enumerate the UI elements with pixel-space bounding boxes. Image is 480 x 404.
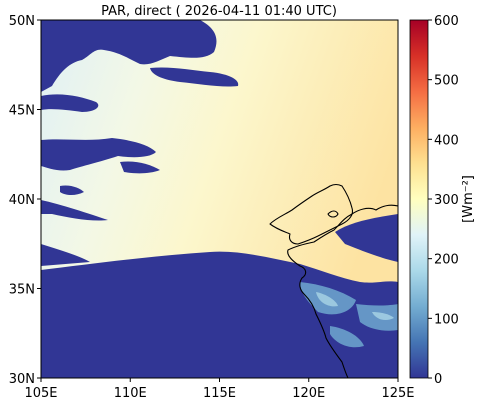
colorbar-ticks: 0 100 200 300 400 500 600 (428, 14, 459, 387)
x-tick-label: 125E (381, 386, 414, 401)
colorbar-tick-label: 0 (434, 372, 442, 387)
y-tick-label: 45N (9, 104, 35, 119)
colorbar-label: [Wm⁻²] (461, 175, 476, 223)
x-tick-label: 105E (24, 386, 57, 401)
colorbar-tick-label: 600 (434, 14, 459, 29)
colorbar-tick-label: 500 (434, 74, 459, 89)
colorbar-tick-label: 100 (434, 312, 459, 327)
map-panel (41, 20, 398, 378)
coastline (269, 183, 398, 378)
colorbar: 0 100 200 300 400 500 600 [Wm⁻²] (409, 14, 476, 387)
x-tick-label: 110E (114, 386, 147, 401)
y-tick-label: 35N (9, 283, 35, 298)
y-tick-label: 50N (9, 14, 35, 29)
y-tick-label: 40N (9, 193, 35, 208)
y-tick-label: 30N (9, 372, 35, 387)
cloud-gaps-light (316, 292, 394, 320)
map-title: PAR, direct ( 2026-04-11 01:40 UTC) (101, 4, 337, 19)
x-tick-label: 115E (203, 386, 236, 401)
colorbar-gradient (409, 19, 429, 379)
x-axis: 105E 110E 115E 120E 125E (24, 378, 415, 401)
y-axis: 30N 35N 40N 45N 50N (9, 14, 41, 387)
x-tick-label: 120E (292, 386, 325, 401)
colorbar-tick-label: 200 (434, 253, 459, 268)
colorbar-tick-label: 300 (434, 193, 459, 208)
colorbar-tick-label: 400 (434, 133, 459, 148)
